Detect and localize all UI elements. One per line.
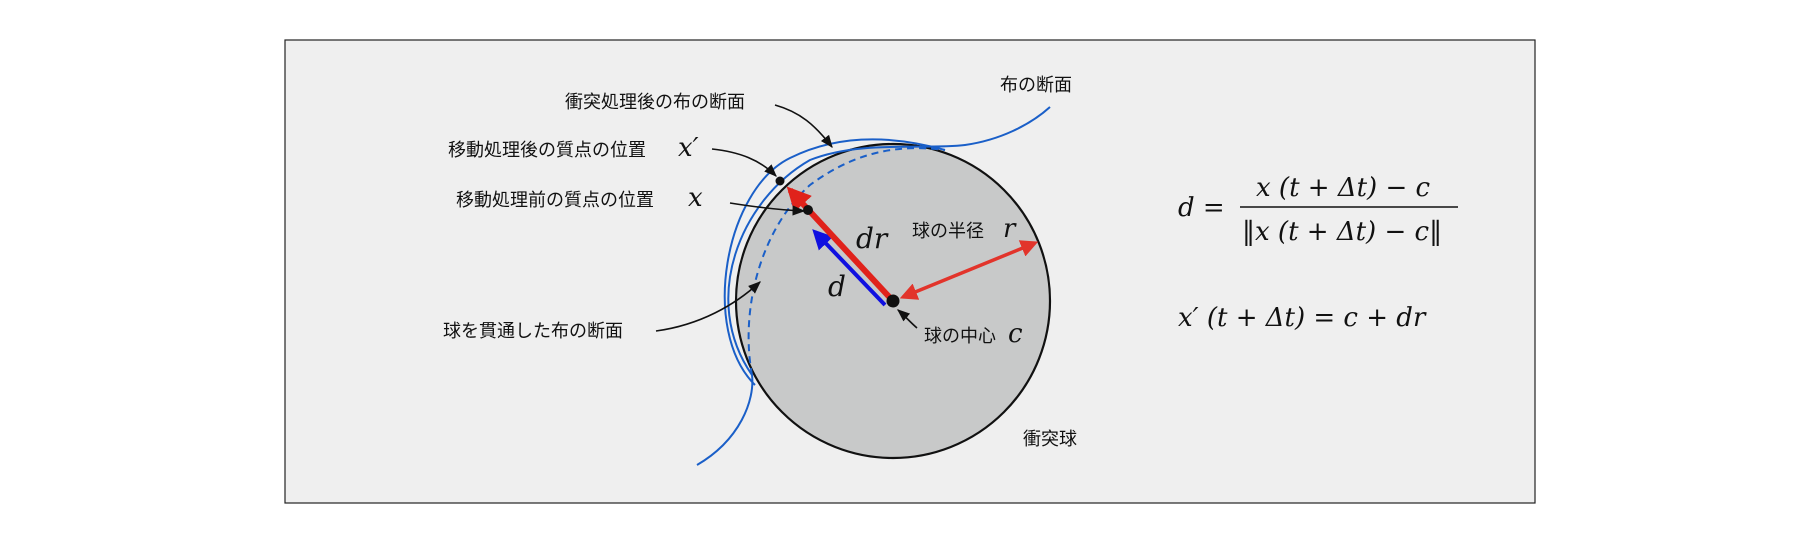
point-before (803, 205, 813, 215)
eq1-denominator: ‖x (t + Δt) − c‖ (1242, 217, 1442, 247)
leader-cloth-after (774, 104, 833, 149)
label-pos-after: 移動処理後の質点の位置 (448, 140, 646, 161)
sym-center: c (1008, 319, 1023, 349)
penetrated-cloth-line (747, 147, 946, 376)
label-dr: dr (856, 222, 889, 255)
radius-arrow (899, 240, 1039, 300)
unit-direction-arrow (812, 229, 887, 307)
label-radius: 球の半径 (912, 221, 984, 242)
leader-pos-before (729, 202, 806, 216)
label-sphere: 衝突球 (1023, 429, 1077, 450)
label-penetrated: 球を貫通した布の断面 (443, 321, 623, 342)
center-point (886, 294, 900, 308)
sym-radius: r (1003, 214, 1017, 244)
leader-penetrated (655, 281, 761, 332)
point-after (775, 176, 785, 186)
equation-d: d = x (t + Δt) − c ‖x (t + Δt) − c‖ (1178, 173, 1458, 247)
label-pos-before: 移動処理前の質点の位置 (456, 190, 654, 211)
leader-center (897, 309, 918, 329)
eq1-numerator: x (t + Δt) − c (1256, 173, 1431, 203)
label-center: 球の中心 (924, 326, 996, 347)
label-d: d (828, 270, 846, 303)
sym-pos-after: x′ (678, 133, 699, 163)
label-cloth-after: 衝突処理後の布の断面 (565, 92, 745, 113)
equation-x-prime: x′ (t + Δt) = c + dr (1178, 303, 1427, 333)
label-cloth: 布の断面 (1000, 75, 1072, 96)
leader-pos-after (711, 148, 777, 177)
cloth-section-line (696, 106, 1051, 466)
eq1-lhs: d = (1178, 193, 1225, 223)
sym-pos-before: x (688, 183, 703, 213)
